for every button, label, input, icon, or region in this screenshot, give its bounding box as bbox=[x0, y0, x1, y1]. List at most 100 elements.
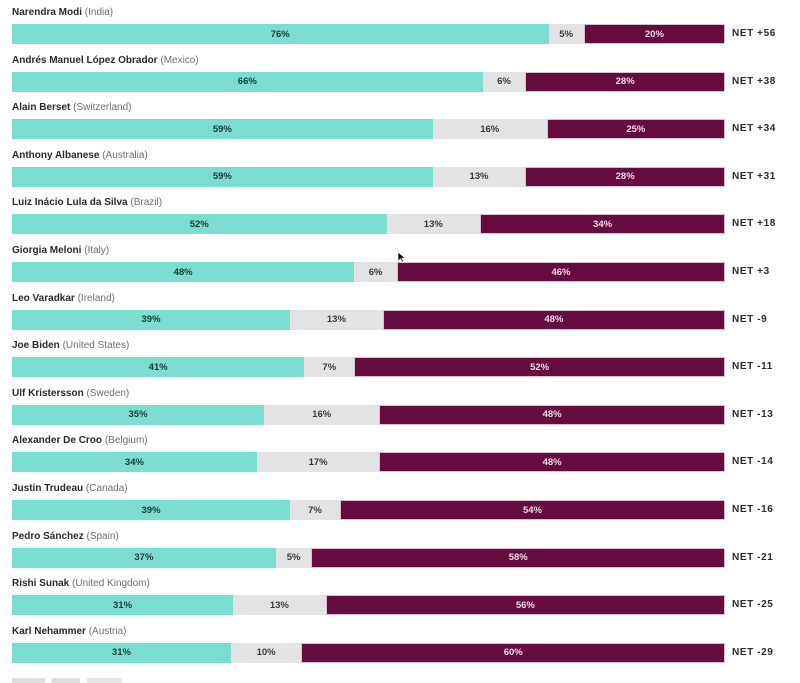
leader-label: Anthony Albanese (Australia) bbox=[12, 149, 148, 163]
stacked-bar: 31% 10% 60% bbox=[12, 642, 725, 663]
approve-segment: 37% bbox=[12, 547, 276, 568]
unsure-value-label: 16% bbox=[312, 409, 332, 421]
stacked-bar: 35% 16% 48% bbox=[12, 404, 725, 425]
stacked-bar: 39% 13% 48% bbox=[12, 309, 725, 330]
unsure-segment: 17% bbox=[256, 452, 380, 473]
leader-country: (Italy) bbox=[84, 245, 110, 256]
approve-value-label: 66% bbox=[237, 76, 257, 88]
disapprove-value-label: 20% bbox=[644, 28, 664, 40]
cut-off-next-row-label bbox=[12, 678, 122, 683]
unsure-segment: 10% bbox=[230, 642, 302, 663]
disapprove-value-label: 46% bbox=[551, 266, 571, 278]
unsure-value-label: 5% bbox=[559, 28, 574, 40]
approve-value-label: 52% bbox=[189, 218, 209, 230]
leader-country: (Austria) bbox=[88, 625, 127, 637]
unsure-segment: 13% bbox=[386, 214, 481, 235]
net-score-label: NET +34 bbox=[732, 123, 776, 135]
net-score-label: NET -11 bbox=[732, 361, 773, 373]
disapprove-value-label: 56% bbox=[515, 599, 535, 611]
unsure-segment: 13% bbox=[233, 595, 326, 616]
disapprove-segment: 28% bbox=[525, 71, 725, 92]
disapprove-segment: 58% bbox=[311, 547, 725, 568]
unsure-segment: 5% bbox=[275, 547, 312, 568]
leader-row: Anthony Albanese (Australia) 59% 13% 28% NET… bbox=[0, 149, 800, 197]
approve-value-label: 39% bbox=[141, 314, 161, 326]
approve-segment: 35% bbox=[12, 404, 265, 425]
approve-segment: 39% bbox=[12, 500, 291, 520]
approve-segment: 66% bbox=[12, 71, 483, 92]
unsure-value-label: 13% bbox=[423, 218, 443, 230]
unsure-segment: 5% bbox=[548, 24, 584, 44]
disapprove-value-label: 52% bbox=[530, 361, 550, 373]
mouse-pointer-icon bbox=[397, 251, 407, 263]
approve-segment: 31% bbox=[12, 595, 234, 616]
leader-country: (Switzerland) bbox=[73, 102, 132, 114]
net-score-label: NET +38 bbox=[732, 75, 776, 87]
stacked-bar: 39% 7% 54% bbox=[12, 500, 725, 520]
leader-country: (Mexico) bbox=[160, 54, 199, 66]
leader-name: Joe Biden bbox=[12, 340, 60, 352]
net-score-label: NET -13 bbox=[732, 408, 774, 420]
leader-row: Ulf Kristersson (Sweden) 35% 16% 48% NET -13 bbox=[0, 387, 800, 435]
unsure-segment: 6% bbox=[482, 71, 526, 92]
unsure-value-label: 13% bbox=[469, 171, 489, 183]
unsure-segment: 6% bbox=[354, 262, 397, 282]
leader-name: Andrés Manuel López Obrador bbox=[12, 54, 158, 66]
leader-label: Ulf Kristersson (Sweden) bbox=[12, 387, 129, 401]
disapprove-value-label: 28% bbox=[615, 76, 635, 88]
stacked-bar: 48% 6% 46% bbox=[12, 262, 725, 282]
unsure-segment: 7% bbox=[304, 357, 355, 378]
stacked-bar: 37% 5% 58% bbox=[12, 547, 725, 568]
disapprove-segment: 48% bbox=[379, 404, 725, 425]
leader-row: Joe Biden (United States) 41% 7% 52% NET -11 bbox=[0, 339, 800, 387]
net-score-label: NET -25 bbox=[732, 599, 774, 611]
disapprove-segment: 20% bbox=[583, 24, 725, 44]
leader-country: (Ireland) bbox=[77, 292, 115, 304]
disapprove-segment: 52% bbox=[354, 357, 725, 378]
leader-row: Karl Nehammer (Austria) 31% 10% 60% NET -29 bbox=[0, 625, 800, 673]
net-score-label: NET -14 bbox=[732, 456, 774, 468]
approve-value-label: 37% bbox=[134, 552, 154, 564]
leader-country: (Canada) bbox=[85, 483, 128, 494]
approve-segment: 52% bbox=[12, 214, 387, 235]
leader-row: Narendra Modi (India) 76% 5% 20% NET +56 bbox=[0, 6, 800, 54]
leader-name: Leo Varadkar bbox=[12, 292, 75, 304]
disapprove-segment: 34% bbox=[480, 214, 725, 235]
stacked-bar: 52% 13% 34% bbox=[12, 214, 725, 235]
disapprove-value-label: 48% bbox=[542, 409, 562, 421]
leader-name: Pedro Sánchez bbox=[12, 530, 84, 542]
disapprove-value-label: 34% bbox=[593, 218, 613, 230]
disapprove-segment: 54% bbox=[339, 500, 725, 520]
leader-name: Karl Nehammer bbox=[12, 625, 86, 637]
stacked-bar: 31% 13% 56% bbox=[12, 595, 725, 616]
unsure-value-label: 17% bbox=[308, 456, 328, 468]
leader-name: Anthony Albanese bbox=[12, 149, 100, 161]
leader-name: Alain Berset bbox=[12, 102, 71, 114]
approve-value-label: 48% bbox=[173, 266, 193, 278]
leader-label: Joe Biden (United States) bbox=[12, 339, 129, 353]
unsure-segment: 13% bbox=[290, 309, 383, 330]
net-score-label: NET -21 bbox=[732, 551, 774, 563]
net-score-label: NET +18 bbox=[732, 218, 776, 230]
approve-value-label: 39% bbox=[141, 504, 161, 516]
approve-segment: 31% bbox=[12, 642, 231, 663]
unsure-value-label: 13% bbox=[269, 599, 289, 611]
approve-segment: 39% bbox=[12, 309, 291, 330]
leader-label: Alain Berset (Switzerland) bbox=[12, 101, 132, 115]
leader-country: (Brazil) bbox=[130, 197, 163, 209]
leader-label: Luiz Inácio Lula da Silva (Brazil) bbox=[12, 196, 162, 210]
stacked-bar: 41% 7% 52% bbox=[12, 357, 725, 378]
approve-value-label: 35% bbox=[128, 409, 148, 421]
stacked-bar: 66% 6% 28% bbox=[12, 71, 725, 92]
leader-label: Justin Trudeau (Canada) bbox=[12, 482, 128, 496]
leader-country: (United States) bbox=[62, 340, 130, 352]
unsure-value-label: 13% bbox=[326, 314, 346, 326]
stacked-bar: 59% 13% 28% bbox=[12, 166, 725, 187]
disapprove-segment: 28% bbox=[525, 166, 725, 187]
net-score-label: NET -29 bbox=[732, 646, 774, 658]
leader-name: Giorgia Meloni bbox=[12, 245, 82, 256]
disapprove-segment: 25% bbox=[546, 119, 725, 140]
leader-country: (Belgium) bbox=[104, 435, 148, 447]
disapprove-value-label: 48% bbox=[542, 456, 562, 468]
